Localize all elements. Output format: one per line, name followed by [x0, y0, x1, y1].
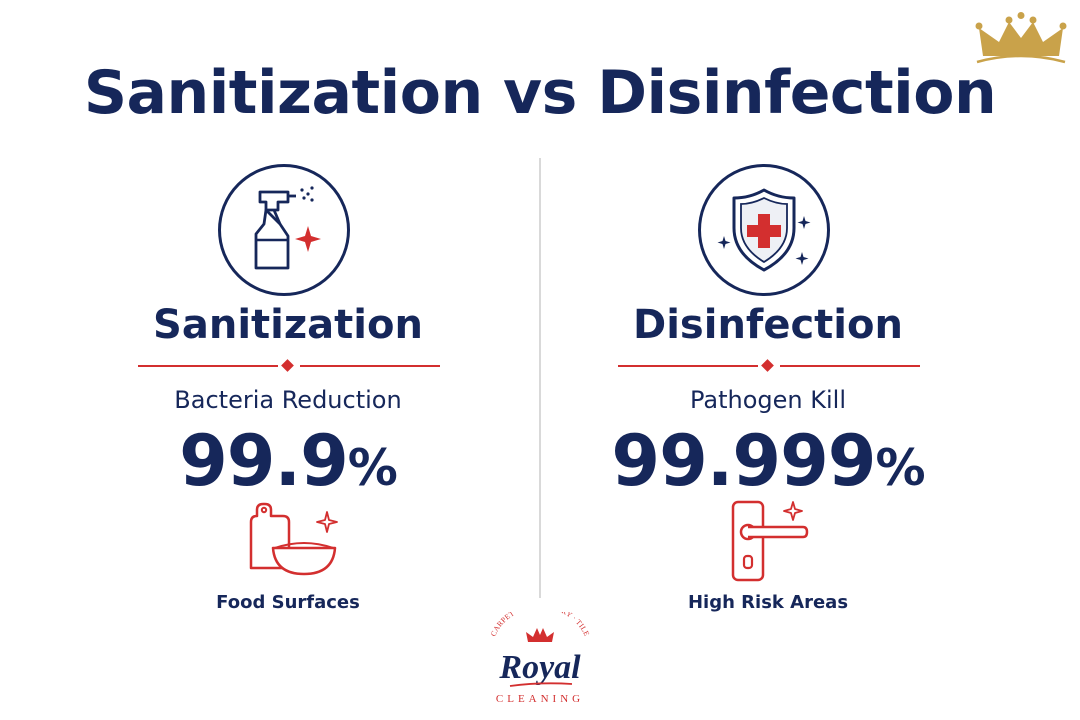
disinfection-heading: Disinfection — [633, 302, 903, 348]
metric-unit: % — [875, 439, 926, 497]
crown-icon — [975, 12, 1067, 64]
disinfection-column: Disinfection Pathogen Kill 99.999% High … — [608, 158, 928, 618]
sanitization-column: Sanitization Bacteria Reduction 99.9% Fo… — [128, 158, 448, 618]
metric-value: 99.999% — [588, 420, 948, 502]
metric-label: Pathogen Kill — [690, 386, 846, 414]
svg-text:CARPET · UPHOLSTERY · TILE: CARPET · UPHOLSTERY · TILE — [489, 612, 592, 638]
royal-cleaning-logo: CARPET · UPHOLSTERY · TILE Royal CLEANIN… — [489, 612, 592, 705]
metric-number: 99.999 — [611, 420, 876, 502]
metric-unit: % — [347, 439, 398, 497]
heading-rule-left — [138, 365, 278, 367]
heading-rule-diamond — [281, 359, 294, 372]
door-handle-icon — [731, 500, 809, 582]
heading-rule-right — [780, 365, 920, 367]
page-title: Sanitization vs Disinfection — [83, 58, 997, 128]
caption: Food Surfaces — [216, 592, 360, 613]
shield-badge — [698, 164, 830, 296]
spray-bottle-badge — [218, 164, 350, 296]
metric-value: 99.9% — [108, 420, 468, 502]
center-divider — [539, 158, 541, 598]
caption: High Risk Areas — [687, 592, 849, 613]
svg-text:Royal: Royal — [498, 649, 581, 686]
heading-rule-diamond — [761, 359, 774, 372]
shield-cross-icon — [717, 188, 811, 272]
metric-number: 99.9 — [179, 420, 349, 502]
svg-text:CLEANING: CLEANING — [496, 693, 584, 705]
spray-bottle-icon — [254, 186, 321, 270]
sanitization-heading: Sanitization — [153, 302, 423, 348]
metric-label: Bacteria Reduction — [174, 386, 402, 414]
heading-rule-right — [300, 365, 440, 367]
heading-rule-left — [618, 365, 758, 367]
cutting-board-bowl-icon — [249, 502, 338, 576]
